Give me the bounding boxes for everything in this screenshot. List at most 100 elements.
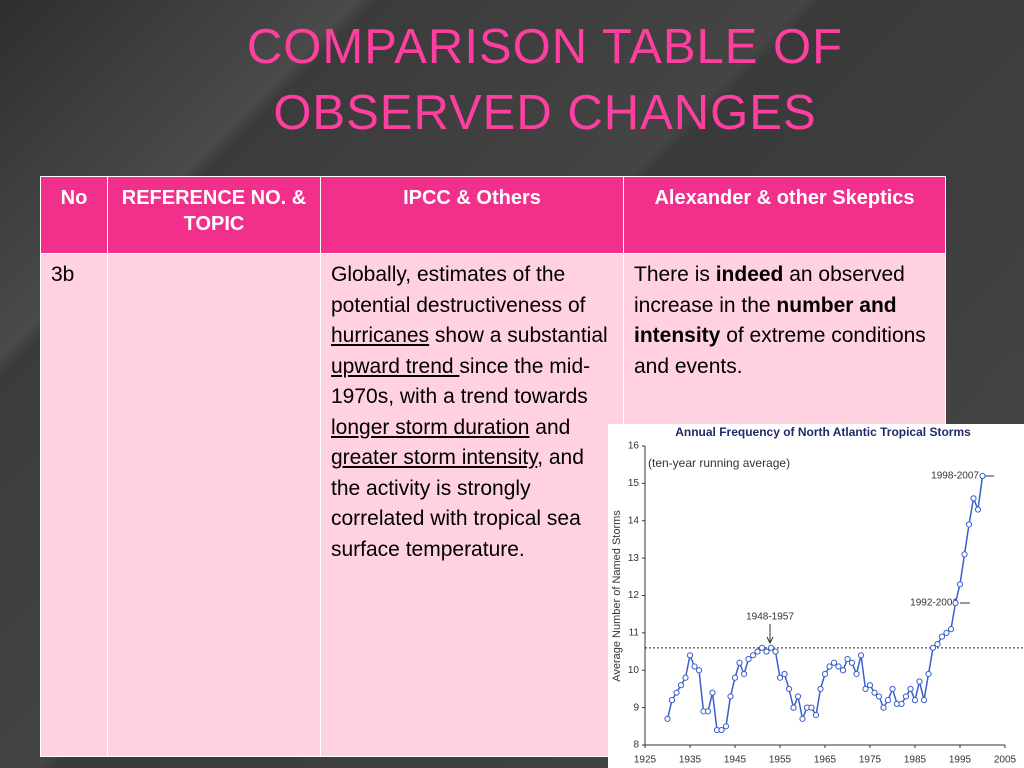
text: Globally, estimates of the potential des… <box>331 263 586 317</box>
text: longer storm duration <box>331 415 530 439</box>
data-point <box>754 648 761 655</box>
data-point <box>871 689 878 696</box>
data-point <box>934 640 941 648</box>
y-tick-label: 10 <box>628 665 640 676</box>
header-cell: No <box>40 176 108 254</box>
data-point <box>961 551 968 558</box>
y-tick-label: 13 <box>628 553 640 564</box>
data-point <box>673 689 680 696</box>
y-tick-label: 14 <box>628 515 640 526</box>
data-point <box>664 715 671 722</box>
annotation-arrow <box>766 636 774 645</box>
data-point <box>853 670 860 678</box>
x-tick-label: 1945 <box>724 755 747 766</box>
text: and <box>529 415 571 439</box>
cell: Globally, estimates of the potential des… <box>320 253 624 757</box>
data-point <box>884 697 892 704</box>
data-point <box>817 685 824 693</box>
x-tick-label: 1935 <box>679 755 702 766</box>
data-point <box>938 633 946 640</box>
data-point <box>727 693 734 700</box>
data-point <box>956 581 964 588</box>
text: since the mid-1970s, with a trend toward… <box>331 354 591 409</box>
data-point <box>821 670 829 678</box>
data-point <box>929 644 937 651</box>
header-cell: IPCC & Others <box>320 176 624 254</box>
data-point <box>745 655 752 663</box>
cell: 3b <box>40 253 108 757</box>
data-point <box>695 667 703 674</box>
header-row: No REFERENCE NO. & TOPIC IPCC & Others A… <box>40 176 946 254</box>
y-axis-label: Average Number of Named Storms <box>611 510 623 682</box>
data-point <box>920 697 928 704</box>
data-point <box>979 472 986 480</box>
text: of extreme conditions and events. <box>634 324 926 378</box>
x-tick-label: 1955 <box>769 755 792 766</box>
x-tick-label: 1985 <box>904 755 927 766</box>
data-point <box>911 697 919 704</box>
data-point <box>875 693 883 700</box>
data-point <box>907 685 914 693</box>
data-point <box>898 700 905 707</box>
chart-title: Annual Frequency of North Atlantic Tropi… <box>675 425 971 439</box>
data-point <box>839 667 847 674</box>
data-point <box>677 682 685 689</box>
data-point <box>682 674 689 681</box>
data-point <box>731 674 739 681</box>
annotation: 1948-1957 <box>746 612 794 623</box>
chart: Annual Frequency of North Atlantic Tropi… <box>608 424 1024 768</box>
text: greater storm intensity <box>331 446 538 469</box>
data-point <box>889 685 896 693</box>
data-point <box>776 674 784 681</box>
data-point <box>772 648 779 655</box>
data-point <box>758 644 766 651</box>
data-point <box>947 626 955 633</box>
data-point <box>686 652 694 659</box>
data-point <box>902 693 910 700</box>
data-point <box>740 670 748 678</box>
data-point <box>808 704 815 711</box>
data-point <box>880 704 887 711</box>
data-point <box>781 670 788 678</box>
header-cell: Alexander & other Skeptics <box>623 176 946 254</box>
text: There is <box>634 263 716 286</box>
x-tick-label: 1965 <box>814 755 837 766</box>
annotation: 1998-2007 <box>931 471 979 482</box>
data-point <box>826 663 833 670</box>
cell <box>107 253 321 757</box>
text: an observed increase in the <box>634 263 905 317</box>
text: hurricanes <box>331 324 430 347</box>
data-point <box>799 715 806 722</box>
x-tick-label: 1975 <box>859 755 882 766</box>
data-point <box>794 693 802 700</box>
y-tick-label: 9 <box>633 702 639 713</box>
text: , and the activity is strongly correlate… <box>331 446 584 561</box>
header-cell: REFERENCE NO. & TOPIC <box>107 176 321 254</box>
data-point <box>970 495 977 502</box>
chart-subtitle: (ten-year running average) <box>648 456 790 470</box>
data-point <box>844 655 851 663</box>
x-tick-label: 2005 <box>994 755 1017 766</box>
data-point <box>862 685 869 693</box>
text: indeed <box>715 263 784 286</box>
data-point <box>925 670 932 678</box>
data-point <box>763 648 770 655</box>
data-point <box>767 644 775 651</box>
y-tick-label: 12 <box>628 590 640 601</box>
y-tick-label: 16 <box>628 441 640 452</box>
data-point <box>709 689 716 696</box>
data-point <box>718 726 725 734</box>
data-point <box>722 723 730 730</box>
data-point <box>812 712 820 719</box>
data-point <box>749 652 757 659</box>
x-tick-label: 1925 <box>634 755 657 766</box>
data-point <box>866 682 874 689</box>
data-point <box>835 663 842 670</box>
data-point <box>691 663 698 670</box>
data-point <box>965 521 973 528</box>
y-tick-label: 11 <box>629 628 640 639</box>
data-point <box>916 678 923 685</box>
text: upward trend <box>331 354 460 378</box>
text: show a substantial <box>429 324 608 347</box>
